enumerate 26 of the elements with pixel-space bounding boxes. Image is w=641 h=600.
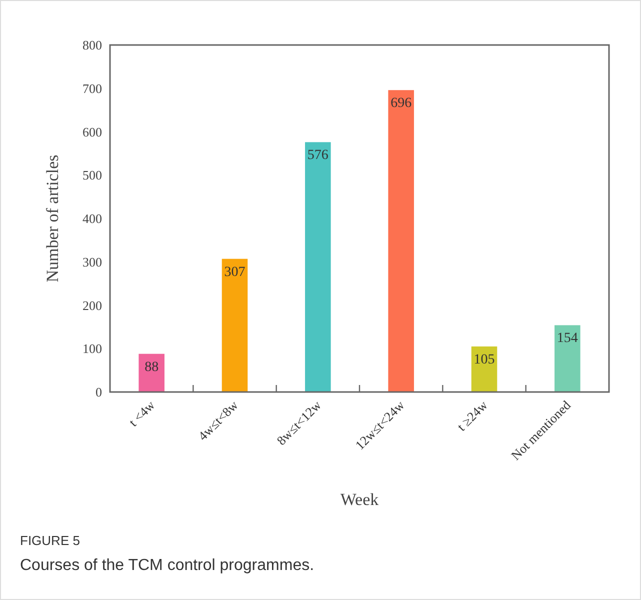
- data-label: 154: [556, 331, 578, 346]
- y-tick-label: 700: [82, 80, 102, 96]
- y-tick-label: 500: [82, 168, 102, 183]
- bar: [222, 258, 248, 392]
- caption: FIGURE 5: [20, 533, 80, 548]
- data-label: 307: [224, 264, 246, 280]
- x-tick-label: t <4w: [126, 397, 158, 430]
- data-label: 105: [474, 352, 495, 368]
- y-tick-label: 800: [82, 38, 102, 53]
- data-label: 576: [307, 148, 328, 164]
- y-tick-label: 400: [82, 211, 102, 226]
- data-label: 88: [144, 360, 159, 375]
- x-axis-title: Week: [340, 490, 380, 509]
- y-tick-label: 600: [82, 124, 102, 140]
- y-tick-label: 0: [96, 384, 102, 400]
- bar: [138, 354, 164, 392]
- y-tick-label: 300: [82, 254, 102, 270]
- y-tick-label: 100: [82, 341, 102, 356]
- text: Courses of the TCM control programmes.: [20, 557, 314, 574]
- y-axis-title: Number of articles: [43, 154, 62, 282]
- bar: [305, 142, 331, 392]
- data-label: 696: [390, 96, 412, 112]
- bar: [388, 90, 414, 392]
- bar: [471, 346, 498, 392]
- y-tick-label: 200: [82, 298, 102, 313]
- bar: [554, 325, 580, 392]
